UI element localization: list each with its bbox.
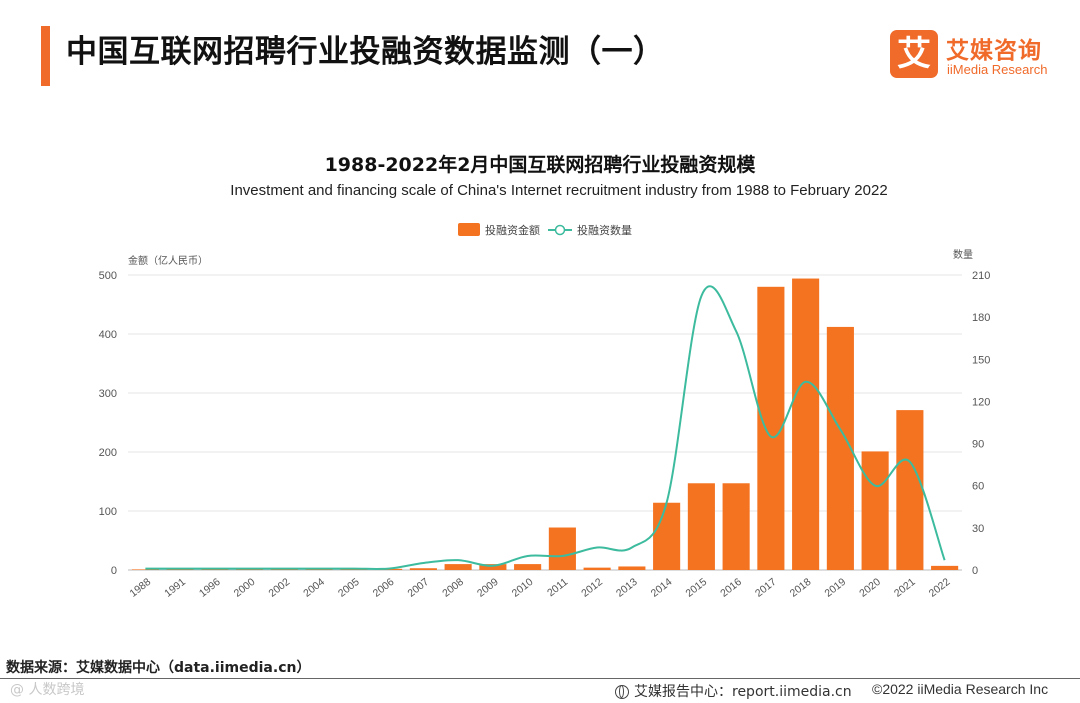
y-right-axis-label: 数量 (953, 248, 973, 261)
legend-line-marker (554, 224, 566, 236)
y-left-tick-label: 300 (99, 388, 117, 400)
x-tick-label: 2011 (545, 576, 570, 599)
bar (826, 326, 854, 570)
globe-icon (615, 685, 629, 699)
bar (931, 565, 959, 570)
bar (514, 564, 542, 570)
report-center: 艾媒报告中心：report.iimedia.cn (615, 681, 852, 701)
y-right-tick-label: 0 (972, 565, 978, 577)
watermark: @ 人数跨境 (10, 682, 85, 698)
y-left-tick-label: 400 (99, 329, 117, 341)
y-left-tick-label: 0 (111, 565, 117, 577)
x-tick-label: 1991 (162, 576, 188, 600)
bar (236, 569, 264, 570)
x-tick-label: 2014 (649, 576, 675, 600)
x-tick-label: 2006 (371, 576, 397, 600)
legend-bar-label: 投融资金额 (485, 223, 540, 237)
y-left-tick-label: 200 (99, 447, 117, 459)
x-tick-label: 2005 (336, 576, 362, 600)
page-title: 中国互联网招聘行业投融资数据监测（一） (66, 34, 665, 70)
bar (131, 569, 159, 570)
y-right-tick-label: 210 (972, 270, 990, 282)
x-tick-label: 2004 (301, 576, 327, 600)
x-tick-label: 2021 (892, 576, 918, 600)
x-tick-label: 2015 (683, 576, 709, 600)
x-tick-label: 2017 (753, 576, 779, 600)
logo-en-text: iiMedia Research (947, 62, 1048, 77)
iimedia-logo: 艾 艾媒咨询 iiMedia Research (890, 30, 1065, 82)
x-tick-label: 2000 (232, 576, 258, 600)
copyright: ©2022 iiMedia Research Inc (872, 681, 1049, 697)
x-tick-label: 2012 (579, 576, 605, 600)
bar (653, 502, 681, 570)
bar (305, 569, 333, 570)
bar (340, 569, 368, 570)
legend-line-label: 投融资数量 (577, 223, 632, 237)
y-left-tick-label: 500 (99, 270, 117, 282)
y-right-tick-label: 180 (972, 312, 990, 324)
x-tick-label: 2007 (405, 576, 431, 600)
x-tick-label: 2020 (857, 576, 883, 600)
bar (792, 278, 820, 570)
bar (201, 569, 229, 570)
x-tick-label: 2018 (788, 576, 814, 600)
x-tick-label: 2008 (440, 576, 466, 600)
bar (722, 483, 750, 570)
x-tick-label: 2013 (614, 576, 640, 600)
x-tick-label: 1988 (127, 576, 153, 600)
x-tick-label: 2009 (475, 576, 501, 600)
bar (166, 569, 194, 570)
chart-title: 1988-2022年2月中国互联网招聘行业投融资规模 (324, 154, 756, 176)
y-right-tick-label: 120 (972, 396, 990, 408)
bar (479, 564, 507, 570)
bar (861, 451, 889, 570)
y-left-axis-label: 金额（亿人民币） (128, 254, 208, 267)
chart-subtitle: Investment and financing scale of China'… (230, 182, 888, 199)
count-line (145, 285, 946, 571)
x-tick-label: 1996 (197, 576, 223, 600)
bar (896, 410, 924, 570)
bar (618, 566, 646, 570)
bar (583, 567, 611, 570)
bar (270, 569, 298, 570)
bar (757, 286, 785, 570)
y-right-tick-label: 30 (972, 523, 984, 535)
bar (548, 527, 576, 570)
x-tick-label: 2022 (927, 576, 953, 600)
logo-cn-text: 艾媒咨询 (946, 38, 1042, 64)
x-tick-label: 2019 (822, 576, 848, 600)
x-tick-label: 2002 (266, 576, 292, 600)
x-tick-label: 2016 (718, 576, 744, 600)
data-source: 数据来源：艾媒数据中心（data.iimedia.cn） (6, 660, 311, 676)
y-right-tick-label: 90 (972, 439, 984, 451)
y-left-tick-label: 100 (99, 506, 117, 518)
bar (409, 568, 437, 570)
logo-mark: 艾 (890, 30, 938, 78)
report-center-text: 艾媒报告中心：report.iimedia.cn (634, 684, 852, 700)
y-right-tick-label: 60 (972, 481, 984, 493)
title-accent-bar (41, 26, 50, 86)
x-tick-label: 2010 (510, 576, 536, 600)
bar (444, 564, 472, 570)
legend-bar-swatch (458, 223, 480, 236)
footer-divider (0, 678, 1080, 679)
bar (687, 483, 715, 570)
y-right-tick-label: 150 (972, 354, 990, 366)
